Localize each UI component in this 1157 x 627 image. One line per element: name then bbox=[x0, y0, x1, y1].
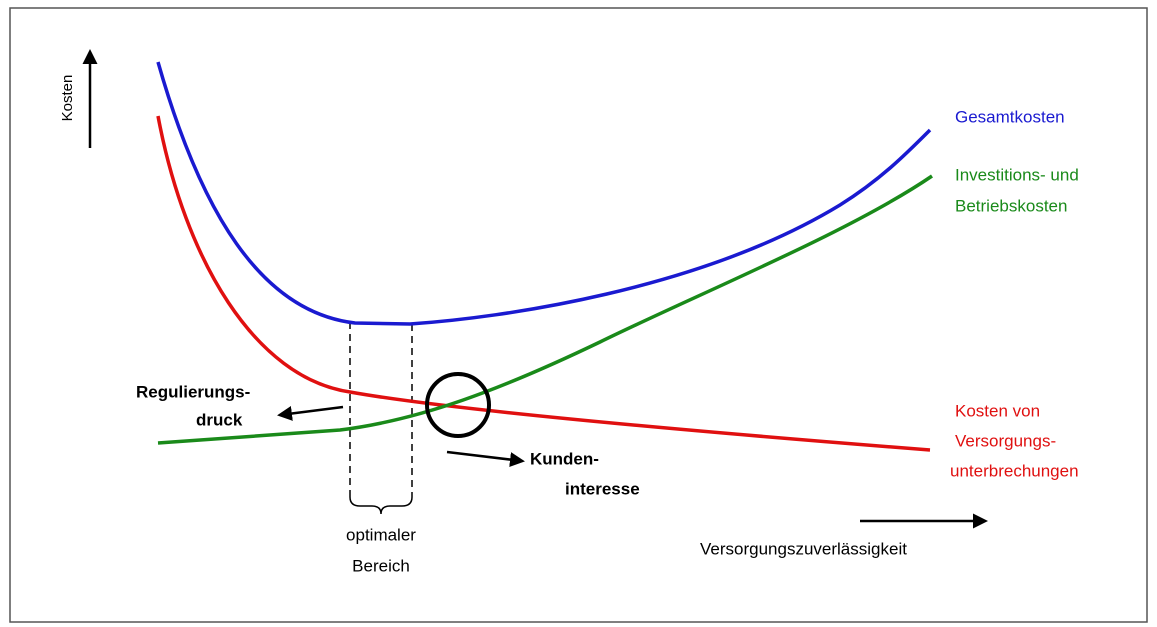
customer-arrow bbox=[446, 450, 525, 468]
interruption-cost-label: Kosten von bbox=[955, 401, 1040, 420]
interruption-cost-label: unterbrechungen bbox=[950, 461, 1079, 480]
regulation-arrow bbox=[277, 405, 344, 421]
y-axis-label: Kosten bbox=[59, 75, 76, 122]
x-axis-label: Versorgungszuverlässigkeit bbox=[700, 539, 907, 558]
intersection-circle bbox=[425, 372, 491, 438]
interruption-cost-curve bbox=[156, 115, 931, 452]
regulation-label: druck bbox=[196, 410, 243, 429]
optimum-label: optimaler bbox=[346, 525, 416, 544]
customer-label: Kunden- bbox=[530, 449, 599, 468]
frame bbox=[9, 7, 1148, 623]
investment-cost-label: Betriebskosten bbox=[955, 196, 1067, 215]
range-bracket bbox=[349, 496, 413, 515]
investment-cost-label: Investitions- und bbox=[955, 165, 1079, 184]
interruption-cost-label: Versorgungs- bbox=[955, 431, 1056, 450]
total-cost-label: Gesamtkosten bbox=[955, 107, 1065, 126]
total-cost-curve bbox=[156, 61, 932, 326]
optimum-label: Bereich bbox=[352, 556, 410, 575]
regulation-label: Regulierungs- bbox=[136, 382, 250, 401]
investment-cost-curve bbox=[157, 174, 933, 445]
customer-label: interesse bbox=[565, 479, 640, 498]
